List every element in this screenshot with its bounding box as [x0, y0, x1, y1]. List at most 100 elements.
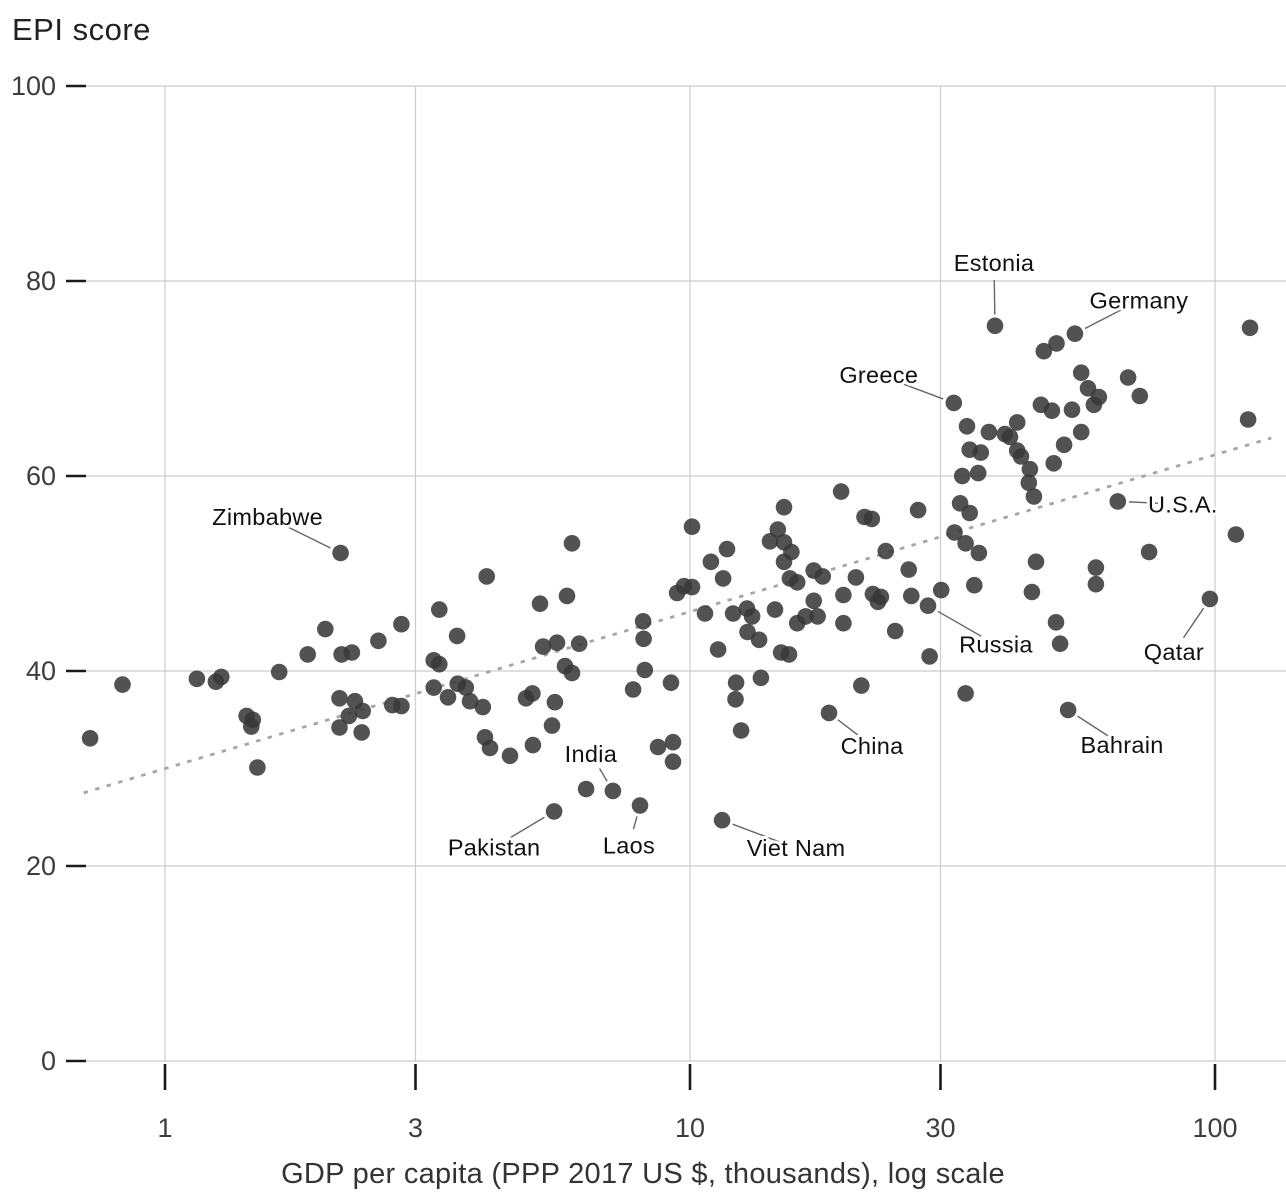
annotation-germany: Germany — [1084, 285, 1191, 330]
country-label: Laos — [603, 833, 655, 859]
annotation-leader-line — [732, 823, 781, 843]
data-point — [431, 601, 448, 618]
data-point — [1059, 701, 1077, 719]
data-point — [249, 759, 266, 776]
x-tick-label: 3 — [408, 1113, 423, 1143]
data-point — [531, 595, 549, 612]
data-point — [969, 464, 987, 482]
data-point — [903, 587, 920, 605]
data-point — [1035, 342, 1053, 360]
data-point — [820, 704, 838, 722]
data-point — [1051, 635, 1069, 652]
trend-line — [83, 436, 1272, 795]
data-point — [1047, 614, 1065, 631]
annotation-leader-line — [632, 816, 638, 830]
data-point — [635, 630, 652, 648]
x-tick-label: 1 — [157, 1113, 172, 1143]
data-point — [546, 693, 564, 711]
data-point — [921, 648, 938, 665]
annotation-viet-nam: Viet Nam — [732, 823, 848, 864]
y-axis-title: EPI score — [12, 12, 151, 47]
data-point — [563, 664, 581, 682]
data-point — [331, 719, 348, 736]
data-point — [1027, 553, 1045, 571]
annotation-leader-line — [894, 380, 944, 400]
data-point — [1055, 436, 1073, 454]
data-point — [724, 605, 742, 622]
data-point — [354, 702, 372, 720]
annotation-bahrain: Bahrain — [1077, 715, 1166, 761]
data-point — [317, 620, 334, 638]
data-point — [863, 510, 881, 528]
data-point — [835, 614, 852, 632]
data-point — [957, 535, 974, 552]
annotation-leader-line — [937, 610, 982, 637]
country-label: Bahrain — [1081, 732, 1164, 758]
data-point — [332, 544, 349, 562]
data-point — [664, 733, 682, 751]
annotation-u-s-a-: U.S.A. — [1129, 488, 1220, 520]
annotation-qatar: Qatar — [1141, 607, 1207, 668]
data-point — [604, 782, 622, 800]
country-label: U.S.A. — [1148, 491, 1218, 517]
data-point — [797, 608, 814, 625]
data-point — [970, 544, 988, 562]
data-point — [696, 605, 714, 622]
axis-ticks — [66, 84, 1217, 1090]
country-label: Zimbabwe — [212, 504, 323, 530]
data-point — [664, 753, 682, 770]
data-point — [1023, 583, 1041, 601]
country-label: Viet Nam — [747, 835, 846, 861]
country-label: Qatar — [1144, 639, 1204, 665]
data-point — [832, 483, 850, 500]
data-point — [714, 570, 732, 587]
x-axis-label: GDP per capita (PPP 2017 US $, thousands… — [281, 1158, 1005, 1190]
data-point — [543, 717, 561, 734]
data-point — [953, 467, 971, 485]
data-point — [780, 646, 798, 663]
data-point — [853, 677, 870, 694]
gridlines — [86, 85, 1286, 1062]
data-point — [769, 521, 787, 538]
data-point — [966, 576, 983, 594]
annotation-china: China — [837, 719, 907, 762]
data-point — [732, 722, 750, 739]
data-point — [945, 394, 963, 412]
annotation-leader-line — [282, 523, 331, 549]
data-point — [481, 739, 499, 757]
data-point — [1012, 448, 1030, 465]
x-tick-label: 100 — [1192, 1113, 1237, 1143]
data-point — [727, 691, 744, 708]
annotation-leader-line — [508, 816, 545, 840]
data-point — [1087, 559, 1105, 576]
data-point — [570, 635, 588, 652]
data-point — [727, 674, 745, 691]
data-point — [683, 518, 701, 535]
data-point — [1090, 388, 1108, 406]
data-point — [743, 608, 761, 625]
data-point — [1241, 319, 1259, 337]
data-point — [1072, 423, 1090, 441]
annotation-leader-line — [1077, 715, 1109, 737]
data-point — [919, 597, 937, 614]
country-label: Russia — [959, 632, 1033, 658]
data-point — [847, 569, 865, 586]
data-point — [1119, 369, 1137, 386]
data-point — [972, 444, 990, 461]
data-point — [783, 543, 800, 561]
data-point — [718, 540, 736, 558]
data-point — [683, 578, 701, 596]
annotation-laos: Laos — [600, 816, 658, 862]
data-point — [343, 644, 361, 661]
data-point — [577, 780, 595, 798]
country-annotations: Zimbabwe Estonia Germany Greece U.S.A. Russia… — [209, 247, 1220, 864]
data-point — [1043, 402, 1061, 420]
data-point — [299, 646, 317, 663]
data-point — [393, 615, 410, 633]
data-point — [986, 317, 1004, 335]
data-point — [957, 685, 974, 702]
data-point — [1239, 411, 1257, 428]
country-label: China — [841, 733, 905, 759]
